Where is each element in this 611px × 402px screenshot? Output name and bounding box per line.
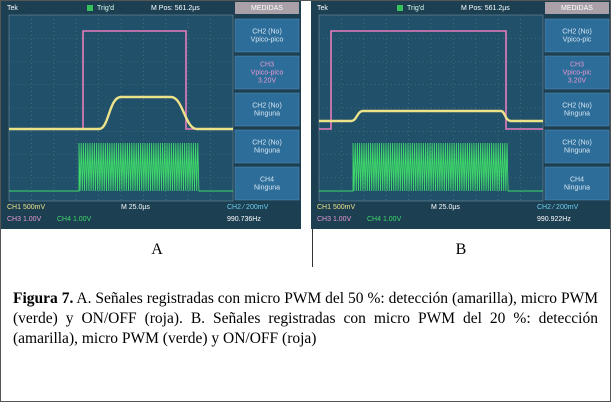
caption-text: A. Señales registradas con micro PWM del… (13, 290, 598, 347)
menu-item (234, 129, 300, 164)
trig-icon (397, 5, 403, 11)
menu-header (235, 2, 299, 14)
menu-item (544, 166, 610, 201)
frequency: 990.922Hz (537, 216, 571, 223)
ch4: CH4 1.00V (367, 216, 402, 223)
timebase: M 25.0µs (431, 204, 460, 211)
menu-text: Ninguna (564, 147, 590, 154)
ch4: CH4 1.00V (57, 216, 92, 223)
green-trace (319, 142, 543, 192)
menu-text: 3.20V (568, 77, 587, 84)
menu-text: Ninguna (254, 110, 280, 117)
menu-text: Ninguna (564, 184, 590, 191)
menu-title: MEDIDAS (251, 5, 283, 12)
menu-text: CH2 (No) (252, 28, 282, 35)
menu-text: CH2 (No) (252, 102, 282, 109)
menu-text: CH3 (570, 61, 584, 68)
panel-label: A (151, 241, 163, 258)
position: M Pos: 561.2µs (461, 5, 510, 12)
trig-icon (87, 5, 93, 11)
menu-item (544, 92, 610, 127)
ch2: CH2 ⁄ 200mV (227, 204, 269, 211)
menu-text: 3.20V (258, 77, 277, 84)
menu-text: CH3 (260, 61, 274, 68)
caption: Figura 7. A. Señales registradas con mic… (13, 289, 598, 349)
yellow-trace (319, 109, 543, 123)
menu-text: CH4 (260, 176, 274, 183)
menu-item (544, 18, 610, 53)
position: M Pos: 561.2µs (151, 5, 200, 12)
frequency: 990.736Hz (227, 216, 261, 223)
caption-label: Figura 7. (13, 290, 74, 307)
menu-title: MEDIDAS (561, 5, 593, 12)
menu-text: CH2 (No) (562, 28, 592, 35)
menu-item (234, 18, 300, 53)
yellow-trace (9, 95, 233, 131)
menu-text: Ninguna (254, 147, 280, 154)
panel-label: B (455, 241, 467, 258)
menu-text: Vpico-pico (251, 69, 284, 76)
menu-item (234, 55, 300, 90)
ch3: CH3 1.00V (7, 216, 42, 223)
ch1: CH1 500mV (317, 204, 355, 211)
menu-text: Vpico-pic (563, 36, 592, 43)
menu-text: CH2 (No) (252, 139, 282, 146)
green-trace (9, 142, 233, 192)
brand: Tek (7, 5, 18, 12)
menu-text: Ninguna (564, 110, 590, 117)
ch3: CH3 1.00V (317, 216, 352, 223)
brand: Tek (317, 5, 328, 12)
menu-text: Vpico-pic (563, 69, 592, 76)
pink-trace (319, 30, 543, 130)
menu-text: CH4 (570, 176, 584, 183)
menu-text: CH2 (No) (562, 102, 592, 109)
menu-header (545, 2, 609, 14)
menu-item (544, 55, 610, 90)
timebase: M 25.0µs (121, 204, 150, 211)
divider (312, 229, 313, 267)
ch2: CH2 ⁄ 200mV (537, 204, 579, 211)
menu-item (544, 129, 610, 164)
trigger-status: Trig'd (97, 5, 114, 12)
menu-text: Ninguna (254, 184, 280, 191)
trigger-status: Trig'd (407, 5, 424, 12)
menu-text: Vpico-pico (251, 36, 284, 43)
ch1: CH1 500mV (7, 204, 45, 211)
menu-text: CH2 (No) (562, 139, 592, 146)
menu-item (234, 166, 300, 201)
menu-item (234, 92, 300, 127)
